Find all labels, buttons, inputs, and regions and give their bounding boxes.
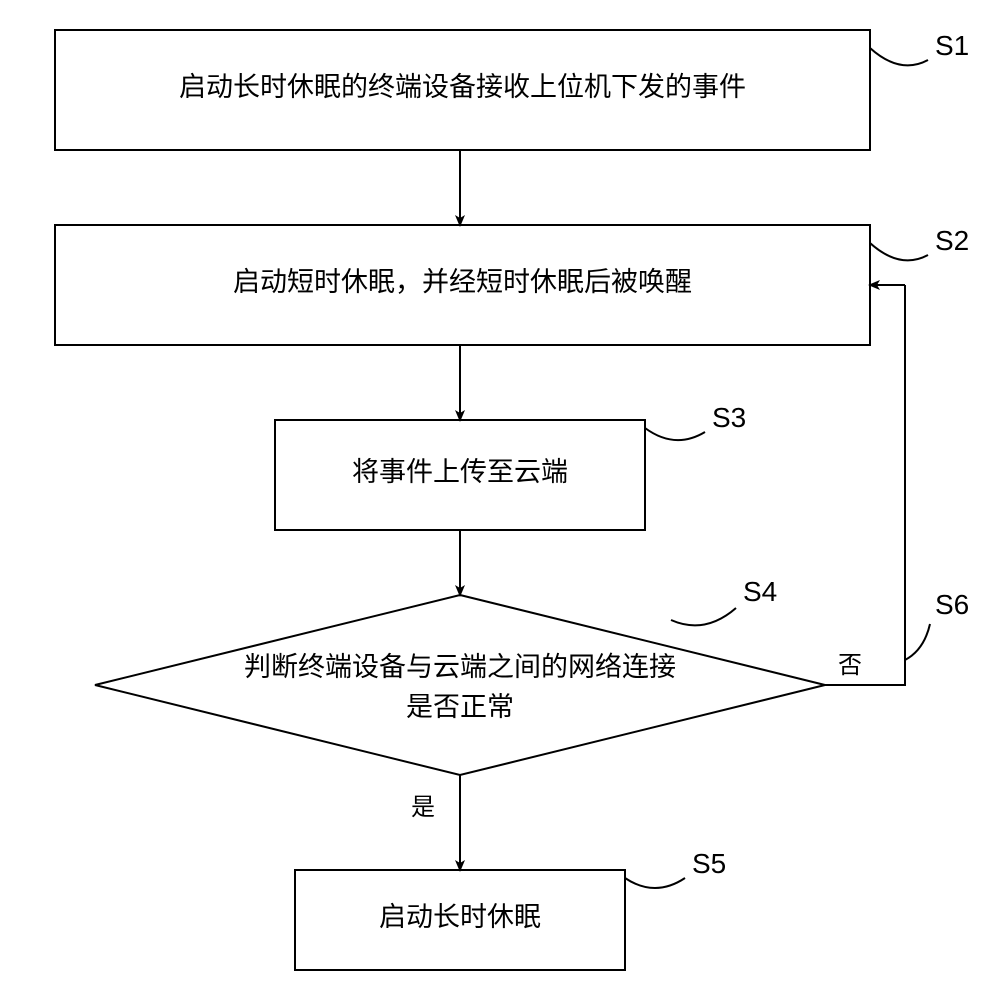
node-s4-text-2: 是否正常 <box>406 692 514 722</box>
callout-s5 <box>625 878 685 888</box>
step-label-s3: S3 <box>712 402 746 433</box>
node-s2-text: 启动短时休眠，并经短时休眠后被唤醒 <box>233 267 692 297</box>
node-s5-text: 启动长时休眠 <box>379 902 541 932</box>
callout-s1 <box>870 48 928 65</box>
callout-s4 <box>671 608 736 625</box>
edge-s4-s5-label: 是 <box>411 795 435 821</box>
step-label-s2: S2 <box>935 225 969 256</box>
node-s3-text: 将事件上传至云端 <box>352 457 568 487</box>
node-s1-text: 启动长时休眠的终端设备接收上位机下发的事件 <box>179 72 746 102</box>
step-label-s4: S4 <box>743 576 777 607</box>
callout-s3 <box>645 428 705 440</box>
step-label-s6: S6 <box>935 589 969 620</box>
node-s4-text-1: 判断终端设备与云端之间的网络连接 <box>244 652 676 682</box>
edge-s4-s2-no-label: 否 <box>838 653 862 679</box>
step-label-s5: S5 <box>692 848 726 879</box>
callout-s2 <box>870 243 928 260</box>
step-label-s1: S1 <box>935 30 969 61</box>
callout-s6 <box>905 624 930 660</box>
flowchart: 启动长时休眠的终端设备接收上位机下发的事件 S1 启动短时休眠，并经短时休眠后被… <box>0 0 1000 990</box>
